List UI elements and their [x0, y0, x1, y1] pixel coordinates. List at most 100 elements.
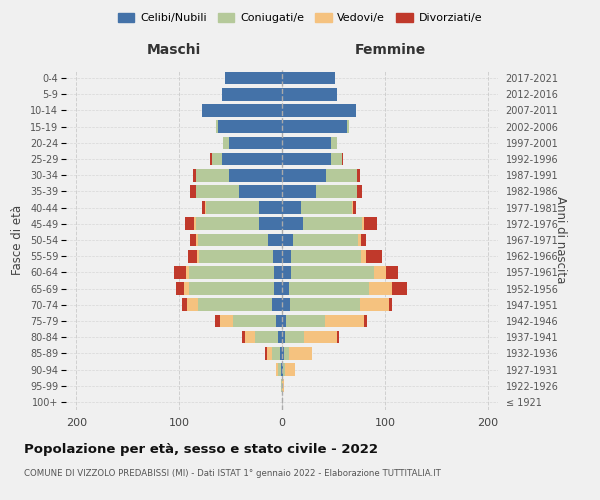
Bar: [268, 234, 282, 246]
Bar: [202, 202, 205, 214]
Bar: [304, 331, 337, 344]
Bar: [282, 380, 284, 392]
Bar: [188, 250, 197, 262]
Bar: [281, 380, 282, 392]
Bar: [285, 363, 295, 376]
Bar: [282, 88, 337, 101]
Bar: [272, 347, 280, 360]
Bar: [176, 282, 184, 295]
Bar: [190, 234, 196, 246]
Bar: [266, 347, 272, 360]
Bar: [215, 314, 220, 328]
Bar: [331, 136, 337, 149]
Bar: [386, 266, 398, 278]
Bar: [289, 347, 312, 360]
Bar: [352, 202, 353, 214]
Bar: [197, 250, 199, 262]
Bar: [341, 152, 343, 166]
Bar: [223, 152, 282, 166]
Bar: [282, 152, 331, 166]
Bar: [273, 250, 282, 262]
Bar: [283, 363, 285, 376]
Bar: [284, 347, 289, 360]
Bar: [218, 120, 282, 133]
Bar: [265, 347, 266, 360]
Bar: [255, 331, 278, 344]
Bar: [197, 298, 272, 311]
Bar: [282, 331, 285, 344]
Bar: [362, 218, 364, 230]
Bar: [205, 202, 206, 214]
Bar: [276, 314, 282, 328]
Bar: [196, 169, 229, 181]
Bar: [367, 250, 382, 262]
Bar: [282, 314, 286, 328]
Bar: [212, 152, 223, 166]
Bar: [282, 104, 356, 117]
Bar: [337, 331, 338, 344]
Bar: [274, 282, 282, 295]
Bar: [187, 298, 197, 311]
Bar: [282, 169, 326, 181]
Bar: [259, 202, 282, 214]
Bar: [282, 298, 290, 311]
Text: Femmine: Femmine: [355, 44, 425, 58]
Bar: [197, 234, 268, 246]
Bar: [361, 234, 367, 246]
Bar: [223, 88, 282, 101]
Bar: [282, 363, 283, 376]
Bar: [282, 136, 331, 149]
Bar: [182, 298, 187, 311]
Bar: [360, 298, 389, 311]
Bar: [190, 185, 196, 198]
Bar: [233, 314, 276, 328]
Bar: [316, 185, 357, 198]
Bar: [242, 331, 245, 344]
Bar: [374, 266, 386, 278]
Bar: [353, 202, 356, 214]
Bar: [202, 104, 282, 117]
Bar: [389, 298, 392, 311]
Bar: [174, 266, 187, 278]
Bar: [281, 363, 282, 376]
Bar: [210, 152, 212, 166]
Text: Popolazione per età, sesso e stato civile - 2022: Popolazione per età, sesso e stato civil…: [24, 442, 378, 456]
Bar: [290, 298, 360, 311]
Bar: [223, 136, 229, 149]
Bar: [282, 250, 291, 262]
Bar: [187, 266, 190, 278]
Bar: [291, 266, 374, 278]
Bar: [289, 282, 370, 295]
Bar: [245, 331, 255, 344]
Bar: [199, 250, 273, 262]
Bar: [282, 347, 284, 360]
Bar: [193, 169, 196, 181]
Bar: [370, 282, 392, 295]
Bar: [190, 266, 274, 278]
Y-axis label: Fasce di età: Fasce di età: [11, 205, 25, 275]
Bar: [282, 72, 335, 85]
Bar: [282, 234, 293, 246]
Bar: [357, 185, 362, 198]
Text: COMUNE DI VIZZOLO PREDABISSI (MI) - Dati ISTAT 1° gennaio 2022 - Elaborazione TU: COMUNE DI VIZZOLO PREDABISSI (MI) - Dati…: [24, 469, 441, 478]
Bar: [326, 169, 357, 181]
Legend: Celibi/Nubili, Coniugati/e, Vedovi/e, Divorziati/e: Celibi/Nubili, Coniugati/e, Vedovi/e, Di…: [113, 8, 487, 28]
Bar: [229, 169, 282, 181]
Bar: [278, 363, 281, 376]
Bar: [293, 234, 358, 246]
Bar: [196, 234, 197, 246]
Bar: [280, 347, 282, 360]
Bar: [282, 218, 302, 230]
Bar: [286, 314, 325, 328]
Bar: [282, 120, 347, 133]
Bar: [216, 120, 218, 133]
Bar: [276, 363, 278, 376]
Text: Maschi: Maschi: [147, 44, 201, 58]
Bar: [392, 282, 407, 295]
Bar: [196, 218, 259, 230]
Bar: [325, 314, 364, 328]
Bar: [331, 152, 341, 166]
Bar: [282, 202, 301, 214]
Bar: [184, 282, 190, 295]
Bar: [278, 331, 282, 344]
